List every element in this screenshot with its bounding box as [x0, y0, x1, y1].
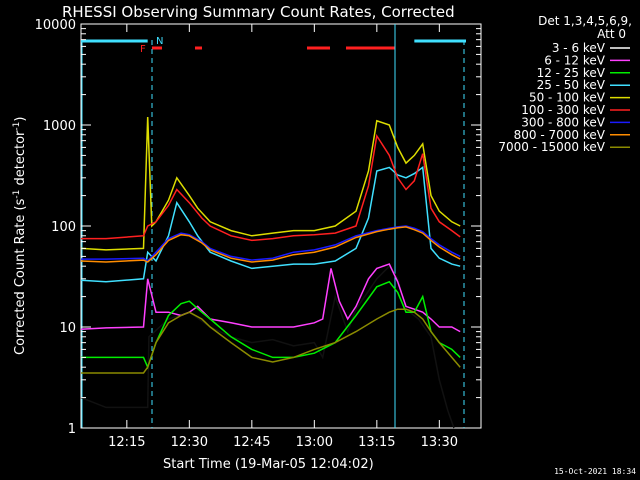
legend-label-2: 12 - 25 keV — [537, 66, 606, 80]
y-axis-label: Corrected Count Rate (s-1 detector-1) — [12, 117, 28, 355]
axis-ticks: 12:15 12:30 12:45 13:00 13:15 13:30 1 10 100 1000… — [35, 18, 481, 450]
x-tick-label: 13:15 — [358, 435, 395, 450]
flag-label-n: N — [156, 36, 163, 47]
y-tick-label: 10000 — [35, 18, 76, 33]
legend-label-8: 7000 - 15000 keV — [498, 140, 605, 154]
chart-title: RHESSI Observing Summary Count Rates, Co… — [62, 3, 455, 21]
flag-label-f: F — [140, 44, 146, 55]
x-tick-label: 12:45 — [233, 435, 270, 450]
legend-label-5: 100 - 300 keV — [521, 103, 605, 117]
legend-label-4: 50 - 100 keV — [529, 91, 606, 105]
series-layer — [80, 116, 461, 429]
legend-label-6: 300 - 800 keV — [521, 115, 605, 129]
series-line-1 — [80, 263, 461, 333]
series-line-7 — [80, 226, 461, 263]
legend-header-attenuator: Att 0 — [597, 27, 626, 41]
x-tick-label: 12:15 — [108, 435, 145, 450]
y-tick-label: 1000 — [43, 119, 76, 134]
x-tick-label: 13:30 — [421, 435, 458, 450]
series-line-8 — [81, 308, 461, 374]
series-line-5 — [81, 133, 461, 242]
y-tick-label: 1 — [68, 422, 76, 437]
series-line-6 — [81, 225, 461, 262]
series-line-0 — [80, 265, 455, 429]
x-tick-label: 12:30 — [171, 435, 208, 450]
legend-label-1: 6 - 12 keV — [544, 53, 606, 67]
y-tick-label: 10 — [59, 321, 76, 336]
attenuator-overlays: FN — [81, 24, 466, 428]
generation-timestamp: 15-Oct-2021 18:34 — [554, 467, 636, 476]
legend-label-3: 25 - 50 keV — [537, 78, 606, 92]
legend-label-7: 800 - 7000 keV — [514, 128, 606, 142]
y-tick-label: 100 — [51, 220, 76, 235]
x-tick-label: 13:00 — [296, 435, 333, 450]
legend-header-detectors: Det 1,3,4,5,6,9, — [538, 14, 632, 28]
x-axis-label: Start Time (19-Mar-05 12:04:02) — [163, 457, 374, 472]
legend-label-0: 3 - 6 keV — [552, 41, 606, 55]
